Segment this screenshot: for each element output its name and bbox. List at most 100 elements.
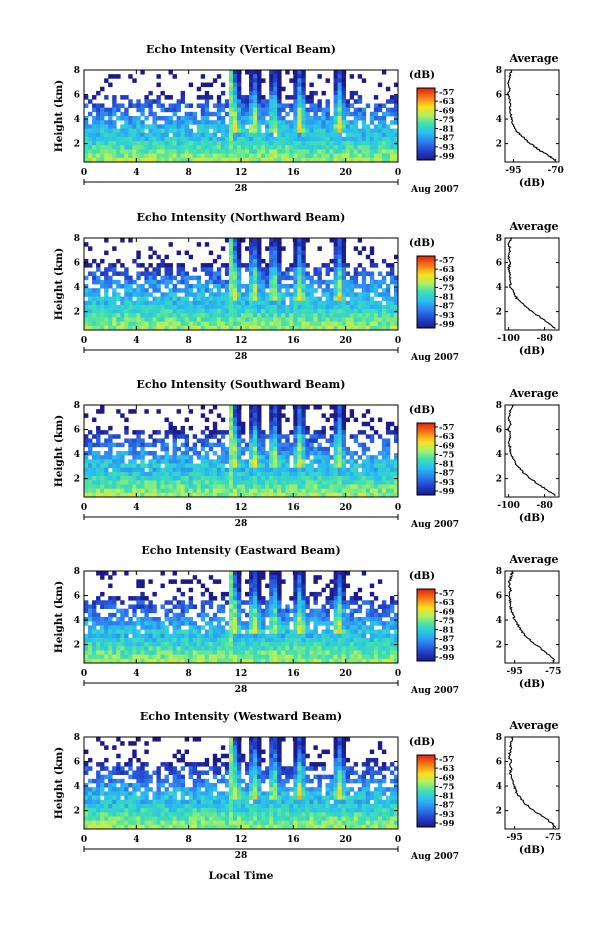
heatmap-cell <box>188 111 194 117</box>
heatmap-cell <box>289 633 294 639</box>
heatmap-cell <box>116 132 121 138</box>
heatmap-cell <box>341 124 347 129</box>
heatmap-cell <box>345 279 351 285</box>
heatmap-cell <box>309 95 314 100</box>
heatmap-cell <box>245 120 250 125</box>
heatmap-cell <box>333 658 338 664</box>
colorbar-band <box>417 428 435 431</box>
heatmap-cell <box>241 116 246 121</box>
heatmap-cell <box>245 325 250 331</box>
heatmap-cell <box>140 149 145 154</box>
heatmap-cell <box>261 654 266 660</box>
heatmap-cell <box>273 95 278 100</box>
heatmap-cell <box>385 317 391 322</box>
heatmap-cell <box>92 434 97 439</box>
heatmap-cell <box>249 608 254 614</box>
heatmap-cell <box>220 292 226 297</box>
heatmap-cell <box>84 633 89 639</box>
heatmap-cell <box>124 111 129 117</box>
heatmap-cell <box>188 128 194 134</box>
heatmap-cell <box>144 292 149 297</box>
heatmap-cell <box>116 409 121 414</box>
heatmap-cell <box>293 136 298 142</box>
y-tick-label: 6 <box>74 259 80 269</box>
heatmap-cell <box>273 271 278 276</box>
heatmap-cell <box>84 325 89 331</box>
heatmap-cell <box>112 633 117 639</box>
heatmap-cell <box>297 405 302 410</box>
heatmap-cell <box>96 612 101 618</box>
heatmap-cell <box>293 132 298 138</box>
heatmap-cell <box>220 263 226 268</box>
heatmap-cell <box>140 621 145 626</box>
heatmap-cell <box>140 658 145 664</box>
colorbar-unit: (dB) <box>409 69 435 81</box>
heatmap-cell <box>389 480 395 485</box>
heatmap-cell <box>253 141 258 146</box>
heatmap-cell <box>333 90 338 96</box>
heatmap-cell <box>152 149 157 154</box>
heatmap-cell <box>269 579 274 584</box>
heatmap-cell <box>180 480 185 485</box>
colorbar-band <box>417 113 435 116</box>
heatmap-cell <box>96 637 101 643</box>
heatmap-cell <box>128 471 133 477</box>
heatmap-cell <box>341 238 347 243</box>
heatmap-cell <box>208 575 214 580</box>
heatmap-cell <box>317 476 322 481</box>
profile-title: Average <box>508 52 558 65</box>
heatmap-cell <box>228 571 234 576</box>
heatmap-cell <box>88 438 93 443</box>
heatmap-cell <box>261 484 266 489</box>
heatmap-cell <box>200 442 206 448</box>
heatmap-cell <box>164 492 169 498</box>
heatmap-cell <box>204 82 210 88</box>
heatmap-cell <box>100 409 105 414</box>
heatmap-cell <box>341 90 347 96</box>
heatmap-cell <box>269 132 274 138</box>
heatmap-cell <box>317 467 322 473</box>
heatmap-cell <box>249 153 254 159</box>
heatmap-cell <box>301 654 306 660</box>
heatmap-cell <box>317 304 322 310</box>
heatmap-cell <box>200 325 206 331</box>
heatmap-cell <box>333 579 338 584</box>
heatmap-cell <box>245 132 250 138</box>
heatmap-cell <box>277 642 282 647</box>
heatmap-cell <box>208 629 214 635</box>
heatmap-cell <box>84 95 89 100</box>
heatmap-cell <box>333 300 338 306</box>
heatmap-cell <box>100 149 105 154</box>
heatmap-cell <box>164 124 169 129</box>
heatmap-cell <box>136 621 141 626</box>
heatmap-cell <box>341 471 347 477</box>
heatmap-cell <box>249 145 254 150</box>
heatmap-cell <box>297 492 302 498</box>
heatmap-cell <box>108 128 113 134</box>
colorbar-band <box>417 430 435 433</box>
heatmap-cell <box>361 430 367 435</box>
heatmap-cell <box>273 446 278 452</box>
heatmap-cell <box>349 309 355 314</box>
heatmap-cell <box>329 646 334 651</box>
heatmap-cell <box>325 313 330 318</box>
heatmap-cell <box>192 637 198 643</box>
heatmap-cell <box>124 488 129 494</box>
heatmap-cell <box>293 250 298 256</box>
heatmap-cell <box>96 650 101 655</box>
heatmap-cell <box>257 246 262 251</box>
heatmap-cell <box>236 409 242 414</box>
heatmap-cell <box>309 438 314 443</box>
heatmap-cell <box>249 650 254 655</box>
heatmap-cell <box>192 451 198 456</box>
heatmap-cell <box>313 625 318 630</box>
colorbar-band <box>417 457 435 460</box>
heatmap-cell <box>285 149 290 154</box>
heatmap-cell <box>112 263 117 268</box>
heatmap-cell <box>321 149 326 154</box>
heatmap-cell <box>257 250 262 256</box>
heatmap-cell <box>172 658 177 664</box>
heatmap-cell <box>301 107 306 113</box>
heatmap-cell <box>140 492 145 498</box>
heatmap-cell <box>116 625 121 630</box>
